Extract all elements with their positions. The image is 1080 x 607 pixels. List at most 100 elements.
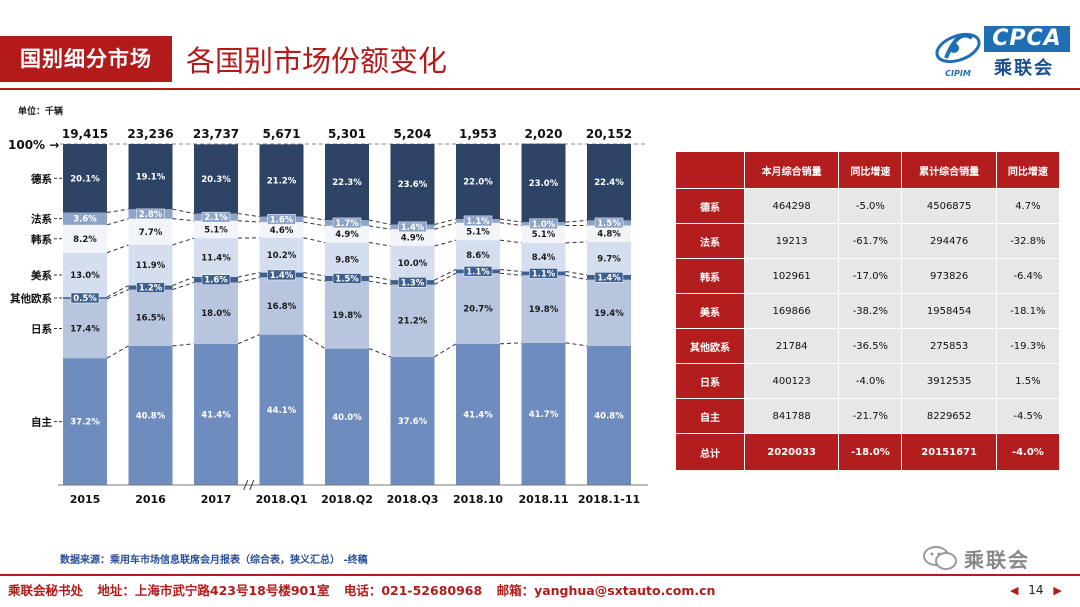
bar-segment — [521, 242, 566, 272]
segment-label-box — [398, 221, 427, 233]
bar-segment — [63, 224, 107, 253]
segment-label: 16.8% — [267, 302, 297, 312]
segment-label-box — [136, 282, 165, 293]
table-cell: -4.5% — [996, 399, 1059, 433]
bar-segment — [587, 279, 631, 346]
total-label: 19,415 — [62, 127, 108, 141]
total-label: 1,953 — [459, 127, 497, 141]
table-cell: 400123 — [745, 364, 839, 398]
bar-segment — [390, 245, 435, 281]
bar-segment — [194, 343, 238, 485]
segment-label: 9.7% — [597, 254, 621, 264]
segment-label: 4.6% — [270, 226, 294, 236]
segment-label: 19.8% — [332, 311, 362, 321]
series-connector — [434, 222, 457, 230]
segment-label: 2.1% — [204, 213, 228, 223]
next-page-icon[interactable]: ▶ — [1053, 584, 1062, 597]
series-connector — [172, 343, 195, 347]
segment-label: 41.4% — [201, 410, 231, 420]
series-connector — [237, 220, 260, 223]
series-connector — [565, 342, 588, 347]
segment-label: 8.4% — [532, 253, 556, 263]
table-cell: 169866 — [745, 294, 839, 328]
segment-label: 1.2% — [139, 284, 163, 294]
table-cell: -17.0% — [839, 259, 902, 293]
table-cell: 102961 — [745, 259, 839, 293]
table-cell: 294476 — [902, 224, 996, 258]
table-cell: 21784 — [745, 329, 839, 363]
sales-table: 本月综合销量 同比增速 累计综合销量 同比增速 德系 464298 -5.0% … — [675, 151, 1060, 471]
segment-label: 21.2% — [398, 317, 428, 327]
stacked-bar-chart: 100% → 37.2% 17.4% 0.5% 13.0% 8.2% 3.6% 20.1% 19… — [8, 127, 648, 506]
bar-segment — [63, 144, 107, 213]
page-number: 14 — [1028, 583, 1044, 597]
series-connector — [434, 269, 457, 281]
segment-label: 1.6% — [270, 215, 294, 225]
series-connector — [368, 219, 391, 225]
segment-label: 22.4% — [594, 178, 624, 188]
series-connector — [237, 272, 260, 278]
table-cell: -4.0% — [996, 434, 1059, 470]
segment-label-box — [267, 269, 296, 281]
segment-label: 1.4% — [597, 273, 621, 283]
logo-mark-text: CIPIM — [945, 69, 971, 78]
table-cell: -4.0% — [839, 364, 902, 398]
table-cell: 1.5% — [996, 364, 1059, 398]
bar-segment — [587, 144, 631, 221]
segment-label: 19.8% — [529, 305, 559, 315]
x-tick-label: 2015 — [70, 493, 101, 506]
bar-segment — [259, 144, 304, 217]
segment-label: 21.2% — [267, 176, 297, 186]
segment-label-box — [267, 214, 296, 225]
segment-label: 1.0% — [532, 220, 556, 230]
footer-divider — [0, 574, 1080, 576]
series-name-label: 日系 — [31, 322, 52, 335]
series-connector — [172, 237, 195, 246]
bar-segment — [128, 244, 173, 286]
bar-segment — [128, 144, 173, 210]
bar-segment — [128, 218, 173, 245]
segment-label: 23.0% — [529, 179, 559, 189]
segment-label: 1.1% — [466, 217, 490, 227]
table-row: 德系 464298 -5.0% 4506875 4.7% — [676, 189, 1059, 223]
segment-label: 44.1% — [267, 406, 297, 416]
bar-segment — [587, 225, 631, 242]
series-connector — [106, 345, 129, 359]
table-cell: -61.7% — [839, 224, 902, 258]
prev-page-icon[interactable]: ◀ — [1010, 584, 1019, 597]
axis-break-mark — [249, 479, 255, 491]
series-name-label: 其他欧系 — [10, 292, 52, 305]
unit-label: 单位：千辆 — [18, 107, 64, 117]
bar-segment — [63, 358, 107, 485]
series-connector — [172, 208, 195, 215]
table-cell: 464298 — [745, 189, 839, 223]
series-connector — [499, 342, 522, 345]
segment-label-box — [332, 273, 362, 284]
bar-segment — [325, 225, 369, 243]
segment-label: 4.9% — [401, 234, 425, 244]
segment-label: 1.1% — [532, 269, 556, 279]
table-cell: -36.5% — [839, 329, 902, 363]
bar-segment — [194, 220, 238, 239]
table-row: 法系 19213 -61.7% 294476 -32.8% — [676, 224, 1059, 258]
segment-label: 22.0% — [463, 178, 493, 188]
wechat-watermark: 乘联会 — [920, 544, 1070, 572]
table-cell: 841788 — [745, 399, 839, 433]
segment-label-box — [594, 217, 624, 229]
bar-segment — [63, 252, 107, 298]
footer-org: 乘联会秘书处 — [8, 583, 84, 598]
table-cell: 4.7% — [996, 189, 1059, 223]
row-label: 日系 — [676, 364, 744, 398]
segment-label: 5.1% — [466, 227, 490, 237]
segment-label: 10.0% — [398, 259, 428, 269]
x-tick-label: 2018.Q1 — [256, 493, 308, 506]
series-connector — [499, 272, 522, 276]
col-header: 本月综合销量 — [745, 152, 839, 188]
bar-segment — [390, 356, 435, 485]
table-corner — [676, 152, 744, 188]
segment-label: 10.2% — [267, 251, 297, 261]
x-tick-label: 2018.11 — [518, 493, 568, 506]
series-connector — [499, 239, 522, 244]
bar-segment — [194, 282, 238, 344]
series-connector — [368, 280, 391, 285]
